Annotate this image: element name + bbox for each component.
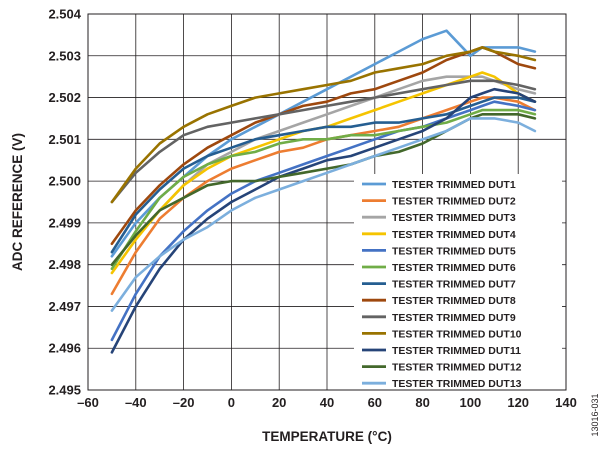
- x-tick-label: 20: [272, 395, 286, 410]
- series-line-dut10: [110, 46, 537, 204]
- legend-label: TESTER TRIMMED DUT1: [392, 179, 516, 191]
- series-line-dut5: [110, 100, 537, 342]
- legend: TESTER TRIMMED DUT1 TESTER TRIMMED DUT2 TE…: [362, 179, 522, 390]
- series-line-dut6: [110, 108, 537, 271]
- y-axis-title: ADC REFERENCE (V): [10, 133, 25, 271]
- legend-label: TESTER TRIMMED DUT12: [392, 362, 522, 374]
- legend-label: TESTER TRIMMED DUT5: [392, 245, 516, 257]
- series-lines: [110, 29, 537, 354]
- x-tick-label: 120: [507, 395, 529, 410]
- y-tick-label: 2.501: [48, 132, 81, 147]
- x-tick-label: 0: [228, 395, 235, 410]
- y-tick-label: 2.495: [48, 383, 81, 398]
- series-line-dut7: [110, 96, 537, 254]
- tick-labels: –60 –40 –20 0 20 40 60 80 100 120 140 2.495 2.496 2.4…: [48, 7, 576, 411]
- series-line-dut13: [110, 117, 537, 312]
- x-tick-label: 80: [415, 395, 429, 410]
- y-tick-label: 2.497: [48, 299, 81, 314]
- legend-background: [354, 174, 562, 396]
- legend-label: TESTER TRIMMED DUT8: [392, 295, 516, 307]
- x-tick-label: 140: [555, 395, 577, 410]
- legend-label: TESTER TRIMMED DUT11: [392, 345, 521, 357]
- legend-label: TESTER TRIMMED DUT10: [392, 328, 522, 340]
- y-tick-label: 2.499: [48, 215, 81, 230]
- x-axis-title: TEMPERATURE (°C): [262, 429, 392, 444]
- legend-label: TESTER TRIMMED DUT2: [392, 196, 516, 208]
- y-tick-label: 2.504: [48, 7, 81, 22]
- x-tick-label: 40: [320, 395, 334, 410]
- x-tick-label: 60: [368, 395, 382, 410]
- x-tick-label: –40: [125, 395, 147, 410]
- legend-label: TESTER TRIMMED DUT13: [392, 378, 522, 390]
- legend-label: TESTER TRIMMED DUT3: [392, 212, 516, 224]
- y-tick-label: 2.500: [48, 174, 81, 189]
- x-tick-label: –60: [77, 395, 99, 410]
- figure-id: 13016-031: [590, 393, 600, 436]
- series-line-dut9: [110, 79, 537, 204]
- x-tick-label: 100: [460, 395, 482, 410]
- y-tick-label: 2.496: [48, 341, 81, 356]
- series-line-dut4: [110, 71, 537, 275]
- y-tick-label: 2.502: [48, 90, 81, 105]
- y-tick-label: 2.503: [48, 48, 81, 63]
- x-tick-label: –20: [173, 395, 195, 410]
- plot-frame: [87, 13, 567, 391]
- y-tick-label: 2.498: [48, 257, 81, 272]
- legend-label: TESTER TRIMMED DUT7: [392, 279, 516, 291]
- legend-label: TESTER TRIMMED DUT4: [392, 229, 516, 241]
- legend-label: TESTER TRIMMED DUT6: [392, 262, 516, 274]
- legend-label: TESTER TRIMMED DUT9: [392, 312, 516, 324]
- series-line-dut12: [110, 113, 537, 266]
